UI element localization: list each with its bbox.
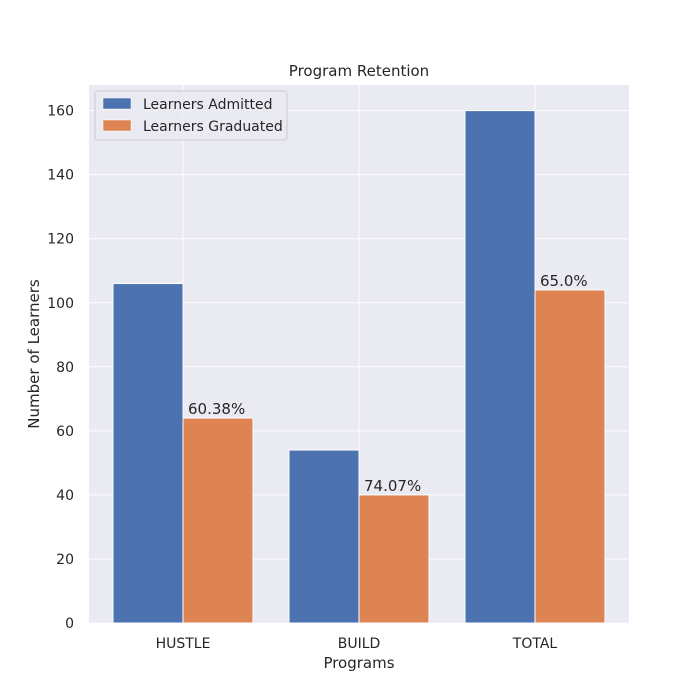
y-tick-label: 40 bbox=[56, 488, 74, 504]
bar bbox=[182, 417, 254, 624]
y-tick-label: 20 bbox=[56, 552, 74, 568]
legend-swatch bbox=[102, 97, 132, 110]
bar bbox=[112, 283, 184, 624]
data-label: 74.07% bbox=[364, 477, 421, 495]
chart-title: Program Retention bbox=[289, 62, 429, 80]
x-tick-label: TOTAL bbox=[512, 636, 558, 652]
x-tick-label: HUSTLE bbox=[156, 636, 211, 652]
x-tick-label: BUILD bbox=[338, 636, 381, 652]
bar bbox=[288, 449, 360, 624]
x-axis-label: Programs bbox=[323, 654, 394, 672]
data-label: 65.0% bbox=[540, 272, 588, 290]
legend-swatch bbox=[102, 119, 132, 132]
data-label: 60.38% bbox=[188, 400, 245, 418]
y-tick-label: 160 bbox=[47, 104, 74, 120]
legend: Learners Admitted Learners Graduated bbox=[94, 90, 288, 141]
bar bbox=[464, 110, 536, 624]
y-tick-label: 80 bbox=[56, 360, 74, 376]
y-tick-label: 120 bbox=[47, 232, 74, 248]
y-tick-label: 100 bbox=[47, 296, 74, 312]
y-tick-label: 60 bbox=[56, 424, 74, 440]
legend-box bbox=[94, 90, 288, 141]
legend-label: Learners Admitted bbox=[143, 97, 272, 113]
y-axis-label: Number of Learners bbox=[25, 279, 43, 429]
y-tick-label: 140 bbox=[47, 168, 74, 184]
bar bbox=[534, 289, 606, 624]
y-tick-label: 0 bbox=[65, 616, 74, 632]
bar bbox=[358, 494, 430, 624]
legend-label: Learners Graduated bbox=[143, 119, 283, 135]
